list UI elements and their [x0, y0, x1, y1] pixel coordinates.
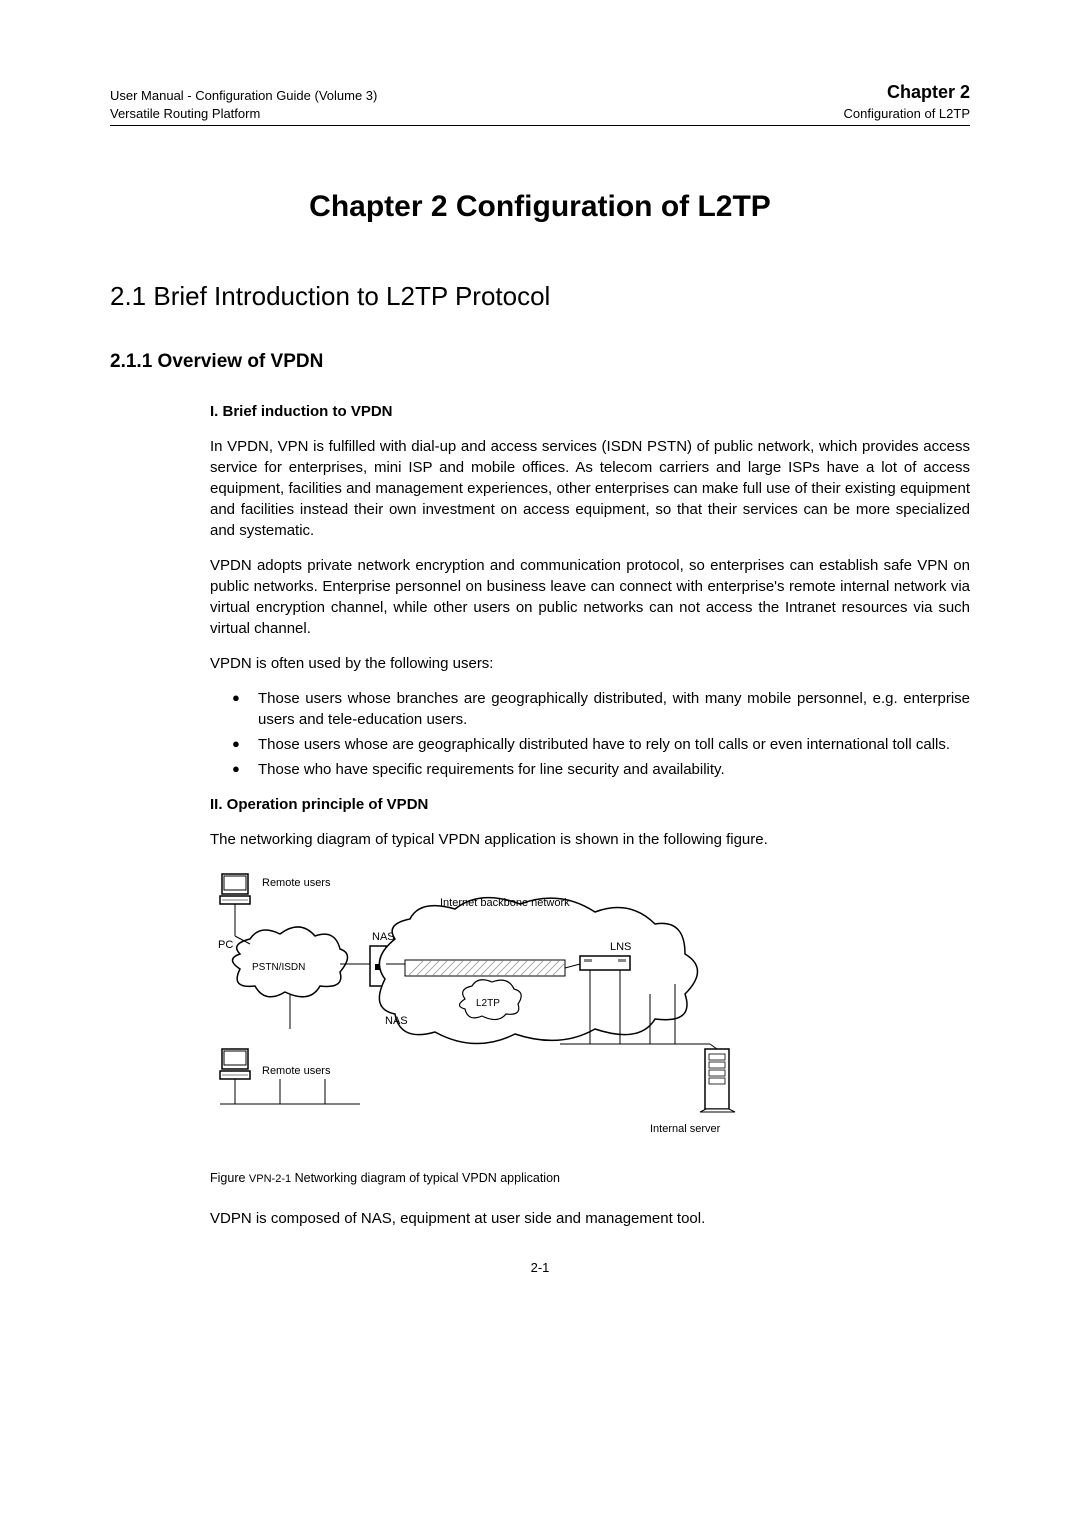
subsection-title: 2.1.1 Overview of VPDN [110, 349, 970, 376]
list-item: Those users whose branches are geographi… [232, 688, 970, 730]
label-nas-bottom: NAS [385, 1015, 408, 1027]
page-header: User Manual - Configuration Guide (Volum… [110, 80, 970, 123]
section-title: 2.1 Brief Introduction to L2TP Protocol [110, 278, 970, 314]
content-block: I. Brief induction to VPDN In VPDN, VPN … [210, 401, 970, 1229]
page-number: 2-1 [110, 1259, 970, 1277]
para1-title: I. Brief induction to VPDN [210, 401, 970, 422]
label-nas-top: NAS [372, 931, 395, 943]
header-left-line1: User Manual - Configuration Guide (Volum… [110, 87, 377, 105]
figure-caption: Figure VPN-2-1 Networking diagram of typ… [210, 1170, 970, 1188]
chapter-title: Chapter 2 Configuration of L2TP [110, 186, 970, 228]
para2-text2: VDPN is composed of NAS, equipment at us… [210, 1208, 970, 1229]
label-l2tp: L2TP [476, 998, 500, 1009]
diagram-svg: Remote users PC PSTN/ISDN NAS Internet b… [210, 864, 770, 1154]
label-pstn: PSTN/ISDN [252, 962, 305, 973]
caption-mid: VPN-2-1 [249, 1173, 291, 1185]
header-chapter: Chapter 2 [844, 80, 970, 105]
list-item: Those who have specific requirements for… [232, 759, 970, 780]
bullet-list: Those users whose branches are geographi… [232, 688, 970, 780]
header-rule [110, 125, 970, 126]
label-internal-server: Internal server [650, 1123, 721, 1135]
label-pc: PC [218, 939, 233, 951]
label-lns: LNS [610, 941, 631, 953]
label-remote-users-2: Remote users [262, 1065, 331, 1077]
caption-prefix: Figure [210, 1171, 245, 1185]
para2-text1: The networking diagram of typical VPDN a… [210, 829, 970, 850]
network-diagram: Remote users PC PSTN/ISDN NAS Internet b… [210, 864, 970, 1154]
caption-text: Networking diagram of typical VPDN appli… [295, 1171, 560, 1185]
para1-text2: VPDN adopts private network encryption a… [210, 555, 970, 639]
para2-title: II. Operation principle of VPDN [210, 794, 970, 815]
para1-text1: In VPDN, VPN is fulfilled with dial-up a… [210, 436, 970, 541]
label-backbone: Internet backbone network [440, 897, 570, 909]
header-left: User Manual - Configuration Guide (Volum… [110, 87, 377, 123]
header-subtitle: Configuration of L2TP [844, 105, 970, 123]
header-right: Chapter 2 Configuration of L2TP [844, 80, 970, 123]
header-left-line2: Versatile Routing Platform [110, 105, 377, 123]
label-remote-users: Remote users [262, 877, 331, 889]
list-item: Those users whose are geographically dis… [232, 734, 970, 755]
para1-text3: VPDN is often used by the following user… [210, 653, 970, 674]
